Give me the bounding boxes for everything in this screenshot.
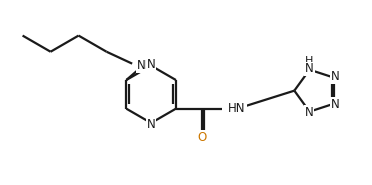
Text: HN: HN	[228, 102, 246, 115]
Text: NH: NH	[137, 59, 154, 72]
Text: N: N	[331, 98, 339, 111]
Text: H: H	[305, 56, 313, 66]
Text: N: N	[147, 118, 155, 131]
Text: N: N	[305, 63, 314, 75]
Text: N: N	[304, 106, 313, 119]
Text: N: N	[331, 70, 339, 83]
Text: O: O	[197, 131, 206, 144]
Text: N: N	[147, 58, 155, 71]
